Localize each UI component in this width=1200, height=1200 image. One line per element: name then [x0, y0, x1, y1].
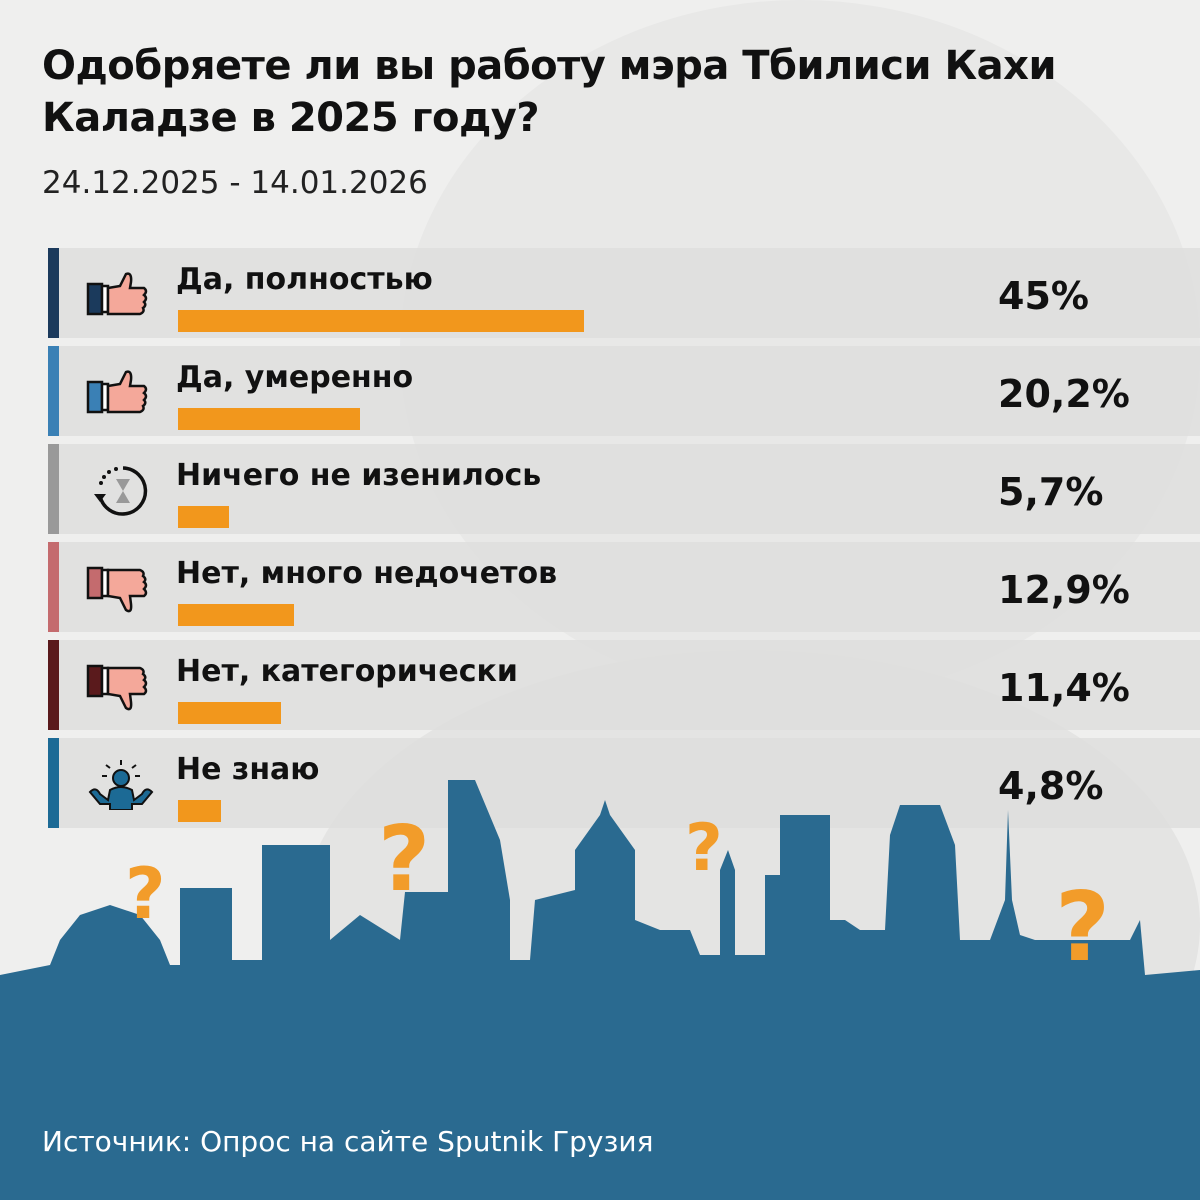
value-label: 20,2% [998, 372, 1130, 416]
category-stripe [48, 640, 59, 730]
category-label: Ничего не изенилось [176, 458, 542, 493]
category-stripe [48, 444, 59, 534]
hourglass-cycle-icon [86, 466, 156, 516]
svg-text:?: ? [378, 807, 430, 912]
question-mark-decorations: ? ? ? ? [125, 807, 1110, 983]
category-label: Не знаю [176, 752, 320, 787]
category-stripe [48, 542, 59, 632]
bar [178, 800, 222, 822]
bar-row: Ничего не изенилось 5,7% [48, 444, 1200, 534]
value-label: 45% [998, 274, 1089, 318]
svg-text:?: ? [685, 811, 723, 886]
thumbs-up-icon [86, 270, 156, 320]
svg-text:?: ? [125, 853, 166, 935]
category-stripe [48, 346, 59, 436]
category-stripe [48, 738, 59, 828]
chart-title: Одобряете ли вы работу мэра Тбилиси Кахи… [42, 43, 1056, 141]
value-label: 12,9% [998, 568, 1130, 612]
thumbs-down-icon [86, 662, 156, 712]
thumbs-up-icon [86, 368, 156, 418]
bar [178, 310, 584, 332]
category-label: Нет, много недочетов [176, 556, 558, 591]
bar-row: Нет, много недочетов 12,9% [48, 542, 1200, 632]
bar-row: Нет, категорически 11,4% [48, 640, 1200, 730]
bar-row: Да, полностью 45% [48, 248, 1200, 338]
svg-text:?: ? [1055, 873, 1110, 983]
bar [178, 604, 295, 626]
thumbs-down-icon [86, 564, 156, 614]
value-label: 5,7% [998, 470, 1104, 514]
bar-row: Да, умеренно 20,2% [48, 346, 1200, 436]
source-note: Источник: Опрос на сайте Sputnik Грузия [42, 1125, 654, 1158]
category-label: Да, полностью [176, 262, 433, 297]
bar [178, 506, 230, 528]
value-label: 11,4% [998, 666, 1130, 710]
shrug-person-icon [86, 760, 156, 811]
category-stripe [48, 248, 59, 338]
bar [178, 702, 281, 724]
tbilisi-skyline-illustration: ? ? ? ? [0, 780, 1200, 1200]
date-range: 24.12.2025 - 14.01.2026 [42, 165, 428, 201]
category-label: Да, умеренно [176, 360, 414, 395]
bar [178, 408, 361, 430]
category-label: Нет, категорически [176, 654, 518, 689]
value-label: 4,8% [998, 764, 1104, 808]
